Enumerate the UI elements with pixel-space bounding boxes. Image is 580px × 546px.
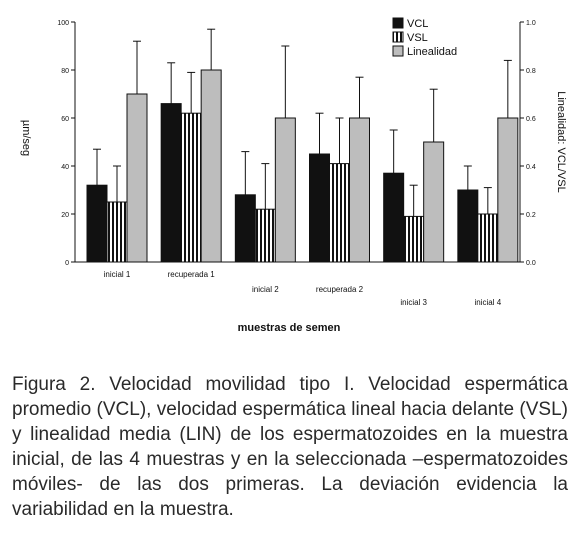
figure-caption: Figura 2. Velocidad movilidad tipo I. Ve… bbox=[12, 374, 568, 520]
bar-vsl bbox=[477, 213, 499, 263]
y-tick-label: 40 bbox=[61, 164, 69, 171]
bar-vsl bbox=[329, 163, 350, 263]
x-tick-label: inicial 4 bbox=[474, 298, 501, 307]
y2-axis-label: Linealidad: VCL/VSL bbox=[555, 91, 567, 193]
x-tick-label: inicial 1 bbox=[104, 270, 131, 279]
y2-tick-label: 0.8 bbox=[526, 68, 536, 75]
bar-chart: 0 20 40 60 80 100 0.0 0.2 0.4 0.6 0.8 1.0 inicial 1 r… bbox=[20, 17, 567, 334]
plot-area: 0 20 40 60 80 100 0.0 0.2 0.4 0.6 0.8 1.0 inicial 1 r… bbox=[57, 17, 536, 307]
bar-vcl bbox=[234, 194, 256, 263]
legend-label: VCL bbox=[407, 18, 428, 30]
bar-vsl bbox=[403, 215, 425, 263]
legend-label: Linealidad bbox=[407, 46, 457, 58]
legend-swatch-linealidad bbox=[392, 45, 404, 57]
x-tick-label: recuperada 1 bbox=[168, 270, 216, 279]
y2-tick-label: 0.2 bbox=[526, 212, 536, 219]
legend-swatch-vsl bbox=[392, 31, 404, 43]
y-tick-label: 60 bbox=[61, 116, 69, 123]
bar-linealidad bbox=[126, 93, 148, 263]
bar-linealidad bbox=[349, 117, 370, 263]
y2-tick-label: 0.0 bbox=[526, 260, 536, 267]
y-axis-label: µm/seg bbox=[20, 120, 32, 156]
x-tick-label: recuperada 2 bbox=[316, 285, 364, 294]
x-tick-label: inicial 3 bbox=[400, 298, 427, 307]
bar-linealidad bbox=[200, 69, 222, 263]
x-tick-label: inicial 2 bbox=[252, 285, 279, 294]
legend-swatch-vcl bbox=[392, 17, 404, 29]
bar-vcl bbox=[86, 184, 108, 263]
bar-vcl bbox=[309, 153, 330, 263]
y-tick-label: 0 bbox=[65, 260, 69, 267]
bar-vcl bbox=[160, 103, 182, 263]
bar-vsl bbox=[106, 201, 128, 263]
y-tick-label: 80 bbox=[61, 68, 69, 75]
legend-label: VSL bbox=[407, 32, 428, 44]
y2-tick-label: 1.0 bbox=[526, 20, 536, 27]
bar-vcl bbox=[383, 172, 405, 263]
y-tick-label: 20 bbox=[61, 212, 69, 219]
x-axis-label: muestras de semen bbox=[238, 322, 341, 334]
y-tick-label: 100 bbox=[57, 20, 69, 27]
y2-tick-label: 0.6 bbox=[526, 116, 536, 123]
bar-linealidad bbox=[274, 117, 296, 263]
bar-linealidad bbox=[423, 141, 445, 263]
bar-vsl bbox=[180, 112, 202, 263]
bar-vcl bbox=[457, 189, 479, 263]
bar-vsl bbox=[254, 208, 276, 263]
y2-tick-label: 0.4 bbox=[526, 164, 536, 171]
bar-linealidad bbox=[497, 117, 519, 263]
